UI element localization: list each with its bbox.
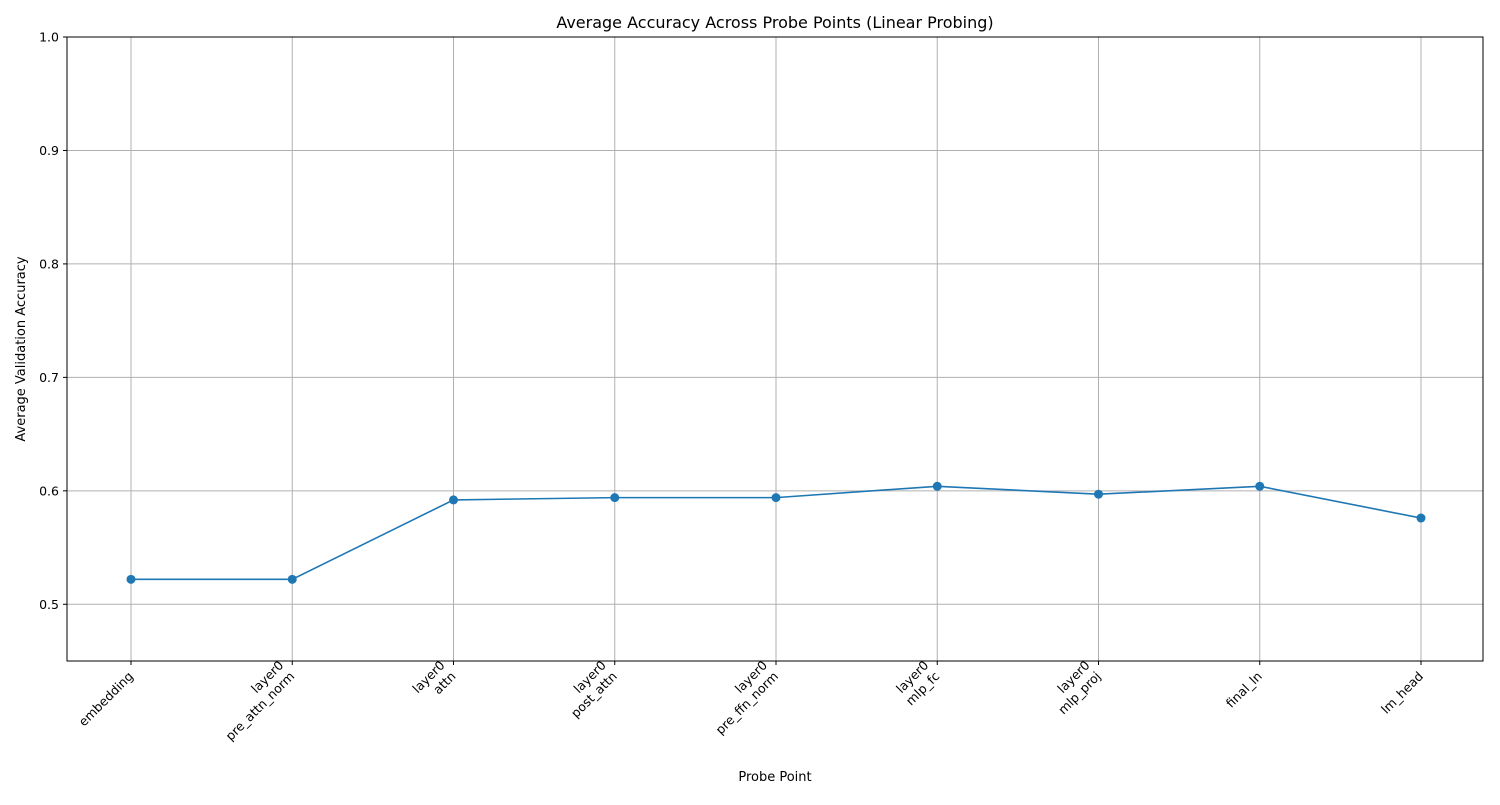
y-tick-label: 0.9: [39, 143, 59, 158]
chart-title: Average Accuracy Across Probe Points (Li…: [556, 13, 993, 32]
y-tick-label: 0.7: [39, 370, 59, 385]
x-tick-label: layer0pre_ffn_norm: [701, 658, 781, 738]
data-point: [1255, 481, 1265, 491]
data-point: [126, 574, 136, 584]
axes: 0.5 0.6 0.7 0.8 0.9 1.0 embedding layer0pre_att…: [39, 30, 1484, 744]
data-point: [932, 481, 942, 491]
y-tick-label: 0.8: [39, 256, 59, 271]
data-point: [610, 493, 620, 503]
data-point: [771, 493, 781, 503]
x-tick-label: layer0pre_attn_norm: [211, 658, 297, 744]
series-layer: [126, 481, 1426, 584]
data-point: [449, 495, 458, 505]
grid: [67, 36, 1483, 661]
x-tick-label: layer0mlp_fc: [892, 657, 943, 708]
plot-frame: [66, 36, 1484, 662]
x-tick-label: lm_head: [1378, 669, 1426, 717]
data-point: [1094, 489, 1103, 499]
x-tick-label: final_ln: [1223, 669, 1265, 711]
y-axis-label: Average Validation Accuracy: [14, 256, 29, 441]
x-axis-label: Probe Point: [738, 770, 811, 785]
x-tick-label: layer0post_attn: [557, 658, 620, 721]
y-tick-label: 1.0: [39, 30, 59, 45]
data-point: [287, 574, 297, 584]
x-tick-label: embedding: [76, 669, 137, 730]
y-tick-label: 0.5: [39, 597, 59, 612]
x-tick-label: layer0mlp_proj: [1044, 658, 1104, 718]
y-tick-label: 0.6: [39, 483, 59, 498]
data-point: [1416, 513, 1426, 523]
x-tick-label: layer0attn: [409, 658, 458, 707]
